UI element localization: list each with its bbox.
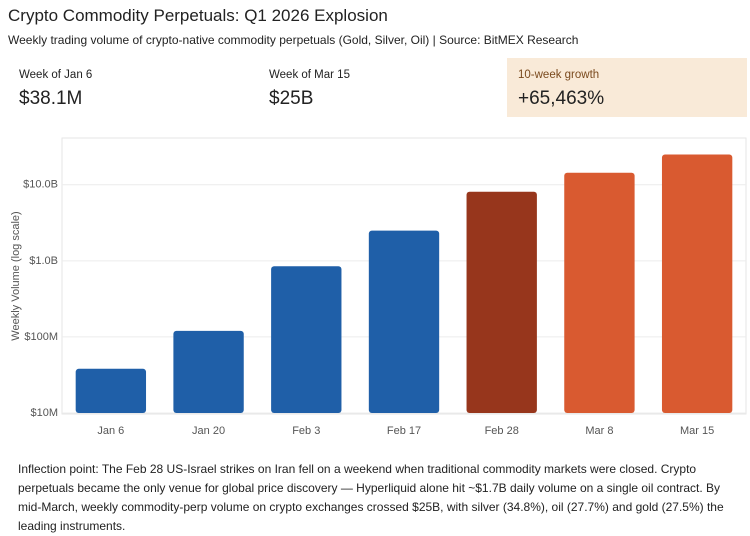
bar	[368, 230, 440, 413]
y-axis-label: Weekly Volume (log scale)	[10, 211, 22, 340]
title: Crypto Commodity Perpetuals: Q1 2026 Exp…	[8, 6, 388, 25]
x-tick-label: Feb 17	[387, 425, 421, 437]
stat-value: $38.1M	[19, 88, 83, 109]
stat-value: $25B	[269, 88, 314, 109]
stat-card: Week of Jan 6 $38.1M	[8, 58, 248, 117]
bar	[466, 191, 537, 413]
y-tick-label: $10M	[30, 407, 58, 419]
y-tick-label: $100M	[24, 331, 58, 343]
stat-label: Week of Mar 15	[269, 69, 350, 81]
bar	[564, 172, 635, 413]
x-tick-label: Mar 8	[585, 425, 613, 437]
y-tick-label: $1.0B	[29, 255, 58, 267]
stat-card: 10-week growth +65,463%	[507, 58, 747, 117]
note: Inflection point: The Feb 28 US-Israel s…	[18, 462, 724, 533]
stat-card: Week of Mar 15 $25B	[258, 58, 498, 117]
x-tick-label: Jan 20	[192, 425, 225, 437]
x-tick-label: Feb 3	[292, 425, 320, 437]
bar	[271, 266, 342, 413]
plot-frame	[61, 137, 747, 415]
y-tick-label: $10.0B	[23, 179, 58, 191]
bar	[661, 154, 733, 413]
x-tick-label: Jan 6	[97, 425, 124, 437]
stat-label: 10-week growth	[518, 69, 600, 81]
bar	[173, 330, 244, 413]
bar	[75, 368, 147, 413]
x-tick-label: Feb 28	[485, 425, 519, 437]
stat-value: +65,463%	[518, 88, 605, 109]
stat-label: Week of Jan 6	[19, 69, 93, 81]
x-tick-label: Mar 15	[680, 425, 714, 437]
subtitle: Weekly trading volume of crypto-native c…	[8, 33, 579, 47]
chart: Weekly Volume (log scale) $10M $100M $1.0B…	[10, 137, 747, 437]
